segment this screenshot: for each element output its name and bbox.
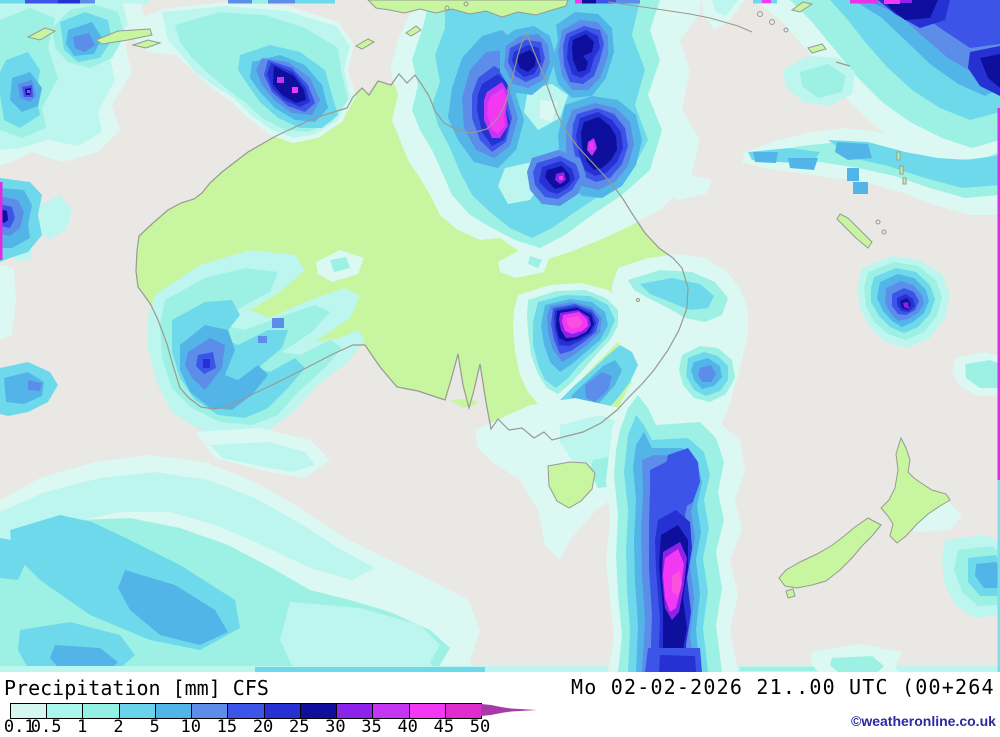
colorbar-segment	[228, 704, 264, 718]
colorbar-segment	[265, 704, 301, 718]
colorbar-segment	[156, 704, 192, 718]
legend-title: Precipitation [mm] CFS	[4, 676, 269, 700]
tick-label: 2	[113, 717, 123, 737]
colorbar-segment	[11, 704, 47, 718]
tick-label: 35	[361, 717, 381, 737]
colorbar-segment	[446, 704, 481, 718]
precipitation-map	[0, 0, 1000, 672]
stewart-island	[786, 589, 795, 598]
tick-label: 30	[325, 717, 345, 737]
tick-label: 25	[289, 717, 309, 737]
watermark-link[interactable]: ©weatheronline.co.uk	[851, 713, 996, 729]
tick-label: 10	[181, 717, 201, 737]
tick-label: 15	[217, 717, 237, 737]
vanuatu	[903, 178, 906, 184]
colorbar-arrow	[481, 702, 539, 718]
colorbar-segment	[337, 704, 373, 718]
legend: Precipitation [mm] CFS Mo 02-02-2026 21.…	[0, 672, 1000, 733]
tick-label: 5	[149, 717, 159, 737]
colorbar-segment	[410, 704, 446, 718]
colorbar-segment	[192, 704, 228, 718]
colorbar-segment	[120, 704, 156, 718]
colorbar-segment	[301, 704, 337, 718]
tick-label: 40	[397, 717, 417, 737]
colorbar-segment	[47, 704, 83, 718]
tick-label: 1	[77, 717, 87, 737]
tick-label: 50	[470, 717, 490, 737]
colorbar-segment	[83, 704, 119, 718]
tick-label: 0.5	[31, 717, 62, 737]
colorbar-segment	[373, 704, 409, 718]
map-canvas	[0, 0, 1000, 672]
tick-label: 45	[434, 717, 454, 737]
tick-label: 20	[253, 717, 273, 737]
forecast-datetime: Mo 02-02-2026 21..00 UTC (00+264	[571, 675, 995, 699]
